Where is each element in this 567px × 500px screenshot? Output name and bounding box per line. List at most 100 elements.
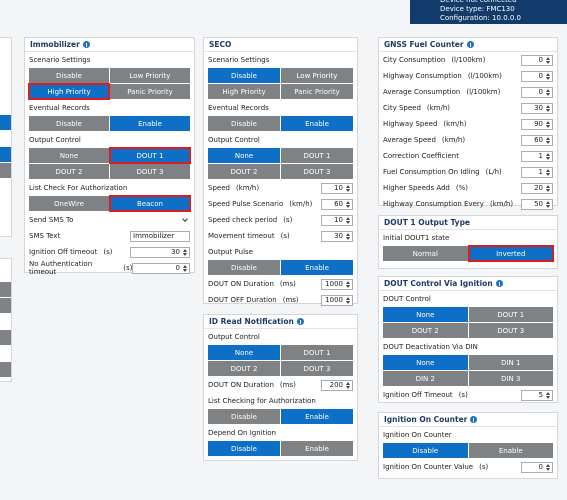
option-button[interactable]: DOUT 2 <box>208 361 280 376</box>
spinner-up[interactable] <box>546 88 550 92</box>
input-field[interactable]: 10 <box>321 214 353 226</box>
input-field[interactable]: 90 <box>521 118 553 130</box>
option-button[interactable]: Disable <box>208 409 280 424</box>
spinner-up[interactable] <box>346 200 350 204</box>
input-field[interactable]: 1 <box>521 150 553 162</box>
spinner-down[interactable] <box>546 172 550 176</box>
option-button[interactable]: None <box>208 345 280 360</box>
info-icon[interactable] <box>466 41 474 48</box>
spinner-up[interactable] <box>546 463 550 467</box>
spinner-up[interactable] <box>346 216 350 220</box>
input-field[interactable]: 60 <box>321 198 353 210</box>
input-field[interactable]: 10 <box>321 182 353 194</box>
spinner-down[interactable] <box>546 156 550 160</box>
info-icon[interactable] <box>470 416 478 423</box>
input-field[interactable]: 50 <box>521 198 553 210</box>
input-field[interactable]: 20 <box>521 182 553 194</box>
input-field[interactable]: 0 <box>521 54 553 66</box>
spinner-up[interactable] <box>546 391 550 395</box>
spinner-up[interactable] <box>183 264 187 268</box>
spinner-down[interactable] <box>346 220 350 224</box>
info-icon[interactable] <box>296 318 304 325</box>
spinner-down[interactable] <box>183 268 187 272</box>
spinner-down[interactable] <box>546 92 550 96</box>
option-button[interactable]: Inverted <box>467 245 554 262</box>
option-button[interactable]: DOUT 1 <box>281 148 353 163</box>
input-field[interactable]: 0 <box>521 86 553 98</box>
spinner-down[interactable] <box>346 385 350 389</box>
spinner-down[interactable] <box>546 395 550 399</box>
info-icon[interactable] <box>82 41 90 48</box>
option-button[interactable]: DOUT 2 <box>29 164 109 179</box>
spinner-down[interactable] <box>546 140 550 144</box>
option-button[interactable]: DOUT 1 <box>468 307 553 322</box>
option-button[interactable]: DOUT 3 <box>110 164 190 179</box>
option-button[interactable]: DOUT 1 <box>281 345 353 360</box>
spinner-up[interactable] <box>546 152 550 156</box>
option-button[interactable]: OneWire <box>29 196 109 211</box>
spinner-down[interactable] <box>546 108 550 112</box>
option-button[interactable]: Enable <box>110 116 190 131</box>
option-button[interactable]: DIN 2 <box>383 371 468 386</box>
option-button[interactable]: DIN 1 <box>468 355 553 370</box>
option-button[interactable]: Normal <box>383 246 468 261</box>
spinner-up[interactable] <box>546 120 550 124</box>
option-button[interactable]: Enable <box>468 443 553 458</box>
option-button[interactable]: High Priority <box>28 83 110 100</box>
spinner-down[interactable] <box>346 284 350 288</box>
spinner-up[interactable] <box>546 72 550 76</box>
input-field[interactable]: 0 <box>521 461 553 473</box>
option-button[interactable]: DOUT 3 <box>468 323 553 338</box>
option-button[interactable]: DOUT 3 <box>281 164 353 179</box>
input-field[interactable]: 5 <box>521 389 553 401</box>
spinner-up[interactable] <box>546 56 550 60</box>
spinner-up[interactable] <box>546 136 550 140</box>
input-field[interactable]: 30 <box>130 246 190 258</box>
option-button[interactable]: DOUT 2 <box>383 323 468 338</box>
spinner-down[interactable] <box>183 252 187 256</box>
option-button[interactable]: Panic Priority <box>110 84 190 99</box>
spinner-down[interactable] <box>346 188 350 192</box>
spinner-down[interactable] <box>346 204 350 208</box>
spinner-up[interactable] <box>346 232 350 236</box>
option-button[interactable]: Disable <box>208 260 280 275</box>
spinner-up[interactable] <box>346 184 350 188</box>
option-button[interactable]: Enable <box>281 409 353 424</box>
option-button[interactable]: None <box>29 148 109 163</box>
spinner-up[interactable] <box>346 296 350 300</box>
spinner-up[interactable] <box>346 381 350 385</box>
input-field[interactable]: 0 <box>132 262 190 274</box>
option-button[interactable]: Beacon <box>109 195 191 212</box>
option-button[interactable]: Low Priority <box>281 68 353 83</box>
input-field[interactable]: 200 <box>321 379 353 391</box>
spinner-down[interactable] <box>546 60 550 64</box>
option-button[interactable]: Enable <box>281 260 353 275</box>
option-button[interactable]: DOUT 2 <box>208 164 280 179</box>
option-button[interactable]: Disable <box>208 441 280 456</box>
input-field[interactable]: 0 <box>521 70 553 82</box>
input-field[interactable]: 1 <box>521 166 553 178</box>
option-button[interactable]: Disable <box>208 68 280 83</box>
info-icon[interactable] <box>495 280 503 287</box>
input-field[interactable]: 30 <box>521 102 553 114</box>
input-field[interactable]: 1000 <box>321 294 353 306</box>
option-button[interactable]: None <box>383 307 468 322</box>
option-button[interactable]: Enable <box>281 116 353 131</box>
option-button[interactable]: Disable <box>29 116 109 131</box>
option-button[interactable]: DOUT 3 <box>281 361 353 376</box>
spinner-up[interactable] <box>183 248 187 252</box>
option-button[interactable]: DOUT 1 <box>109 147 191 164</box>
spinner-down[interactable] <box>346 236 350 240</box>
input-field[interactable]: 30 <box>321 230 353 242</box>
spinner-up[interactable] <box>546 104 550 108</box>
spinner-up[interactable] <box>546 184 550 188</box>
input-field[interactable]: Immobilizer <box>130 230 190 242</box>
option-button[interactable]: Enable <box>281 441 353 456</box>
spinner-up[interactable] <box>546 168 550 172</box>
option-button[interactable]: Disable <box>29 68 109 83</box>
spinner-down[interactable] <box>546 204 550 208</box>
spinner-down[interactable] <box>546 76 550 80</box>
spinner-down[interactable] <box>546 188 550 192</box>
input-field[interactable] <box>130 214 190 226</box>
option-button[interactable]: High Priority <box>208 84 280 99</box>
